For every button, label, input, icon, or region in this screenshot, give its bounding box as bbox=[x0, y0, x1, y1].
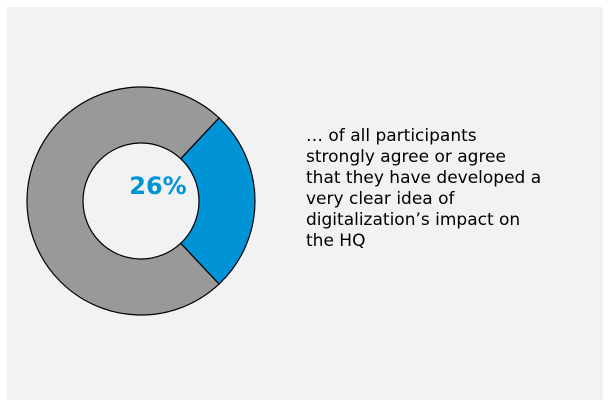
donut-slices bbox=[26, 86, 256, 316]
chart-panel bbox=[7, 7, 603, 400]
donut-value-label: 26% bbox=[129, 172, 187, 200]
donut-slice-other bbox=[26, 86, 220, 316]
chart-caption: … of all participants strongly agree or … bbox=[306, 126, 542, 251]
donut-slice-agree bbox=[179, 117, 256, 285]
